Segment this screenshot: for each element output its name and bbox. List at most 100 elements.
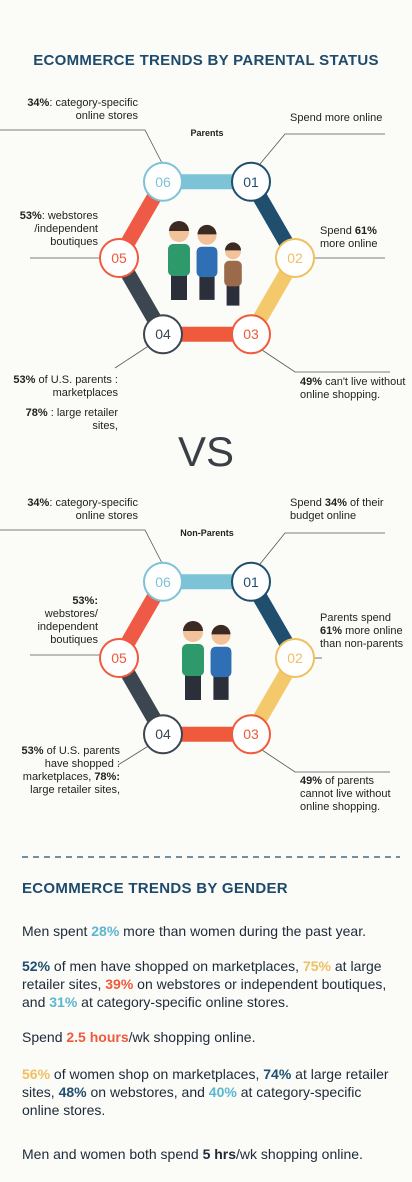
paragraph: Men and women both spend 5 hrs/wk shoppi…	[22, 1145, 397, 1163]
node-number: 01	[243, 574, 259, 590]
person-body	[210, 646, 232, 678]
text-run: more than women during the past year.	[119, 923, 366, 939]
person-body	[168, 244, 190, 276]
section-title: ECOMMERCE TRENDS BY PARENTAL STATUS	[33, 52, 379, 69]
node-number: 02	[287, 650, 303, 666]
text-run: 34%	[324, 497, 347, 509]
text-run: : category-specific online stores	[49, 97, 138, 122]
note: 49% of parents cannot live without onlin…	[300, 775, 412, 814]
node-circle	[143, 714, 183, 755]
node-circle	[99, 238, 139, 278]
text-run: 53%	[21, 745, 44, 757]
node-number: 04	[155, 326, 171, 342]
note: 53%: webstores/ independent boutiques	[0, 595, 98, 647]
leader-line	[261, 749, 390, 773]
text-run: 52%	[22, 958, 51, 974]
note: 53% of U.S. parents have shopped : marke…	[0, 745, 120, 797]
node-number: 03	[243, 726, 259, 742]
text-run: 28%	[91, 923, 120, 939]
text-run: 61%	[354, 225, 377, 237]
note: 53% of U.S. parents : marketplaces	[0, 374, 118, 400]
text-run: on webstores, and	[86, 1084, 209, 1100]
text-run: Spend	[290, 497, 325, 509]
note: Parents spend 61% more online than non-p…	[320, 612, 412, 651]
leader-line	[114, 344, 151, 369]
note: Spend 61% more online	[320, 225, 410, 251]
text-run: of women shop on marketplaces,	[50, 1066, 264, 1082]
node-number: 05	[111, 650, 127, 666]
person-body	[182, 644, 204, 676]
text-run: more online	[320, 238, 378, 250]
text-run: 61%	[320, 625, 343, 637]
leader-line	[261, 349, 390, 373]
text-run: of U.S. parents : marketplaces	[38, 374, 119, 399]
text-run: 48%	[58, 1084, 87, 1100]
text-run: 5 hrs	[202, 1146, 237, 1162]
note: 34%: category-specific online stores	[0, 497, 138, 523]
node-number: 05	[111, 250, 127, 266]
paragraph: Men spent 28% more than women during the…	[22, 922, 397, 940]
text-run: : category-specific online stores	[49, 497, 138, 522]
person-hair	[197, 224, 217, 235]
leader-line	[259, 532, 385, 565]
text-run: at category-specific online stores.	[22, 1084, 362, 1118]
node-circle	[99, 638, 139, 678]
text-run: : large retailer sites,	[50, 407, 118, 432]
node-number: 03	[243, 326, 259, 342]
text-run: Men spent	[22, 923, 92, 939]
paragraph: Spend 2.5 hours/wk shopping online.	[22, 1028, 397, 1046]
node-circle	[231, 714, 271, 755]
leader-line	[0, 129, 163, 164]
person-leg	[171, 270, 187, 300]
note: Spend more online	[290, 112, 410, 125]
text-run: at category-specific online stores.	[77, 994, 289, 1010]
person-leg	[185, 670, 201, 700]
text-run: 56%	[22, 1066, 51, 1082]
text-run: of men have shopped on marketplaces,	[50, 958, 303, 974]
person-hair	[211, 624, 231, 635]
text-run: of U.S. parents have shopped : marketpla…	[22, 745, 120, 783]
person-hair	[183, 621, 203, 631]
text-run: Spend	[22, 1029, 67, 1045]
text-run: 40%	[208, 1084, 237, 1100]
section-title: ECOMMERCE TRENDS BY GENDER	[22, 880, 288, 897]
text-run: 39%	[105, 976, 134, 992]
text-run: 49%	[300, 376, 323, 388]
node-number: 01	[243, 174, 259, 190]
person-leg	[199, 271, 215, 300]
text-run: of parents cannot live without online sh…	[300, 775, 391, 813]
group-label: Parents	[190, 128, 224, 138]
person-leg	[213, 671, 229, 700]
leader-line	[117, 744, 151, 766]
text-run: 49%	[300, 775, 323, 787]
node-number: 04	[155, 726, 171, 742]
person-hair	[225, 242, 241, 251]
note: Spend 34% of their budget online	[290, 497, 410, 523]
text-run: more online than non-parents	[320, 625, 404, 650]
node-circle	[275, 638, 315, 678]
person-hair	[169, 221, 189, 231]
node-circle	[143, 161, 183, 202]
text-run: of their budget online	[290, 497, 384, 522]
text-run: 34%	[27, 97, 50, 109]
text-run: webstores/ independent boutiques	[37, 608, 98, 646]
text-run: Spend	[320, 225, 355, 237]
text-run: 34%	[27, 497, 50, 509]
leader-line	[0, 529, 163, 564]
text-run: 75%	[302, 958, 331, 974]
note: 49% can't live without online shopping.	[300, 376, 412, 402]
node-circle	[231, 561, 271, 602]
group-label: Non-Parents	[180, 528, 234, 538]
text-run: : webstores /independent boutiques	[34, 210, 98, 248]
text-run: Parents spend	[320, 612, 391, 624]
node-number: 06	[155, 574, 171, 590]
note: 53%: webstores /independent boutiques	[0, 210, 98, 249]
text-run: 2.5 hours	[66, 1029, 129, 1045]
paragraph: 56% of women shop on marketplaces, 74% a…	[22, 1065, 397, 1119]
text-run: 53%	[19, 210, 42, 222]
node-circle	[143, 314, 183, 355]
leader-line	[259, 133, 385, 165]
text-run: /wk shopping online.	[128, 1029, 256, 1045]
